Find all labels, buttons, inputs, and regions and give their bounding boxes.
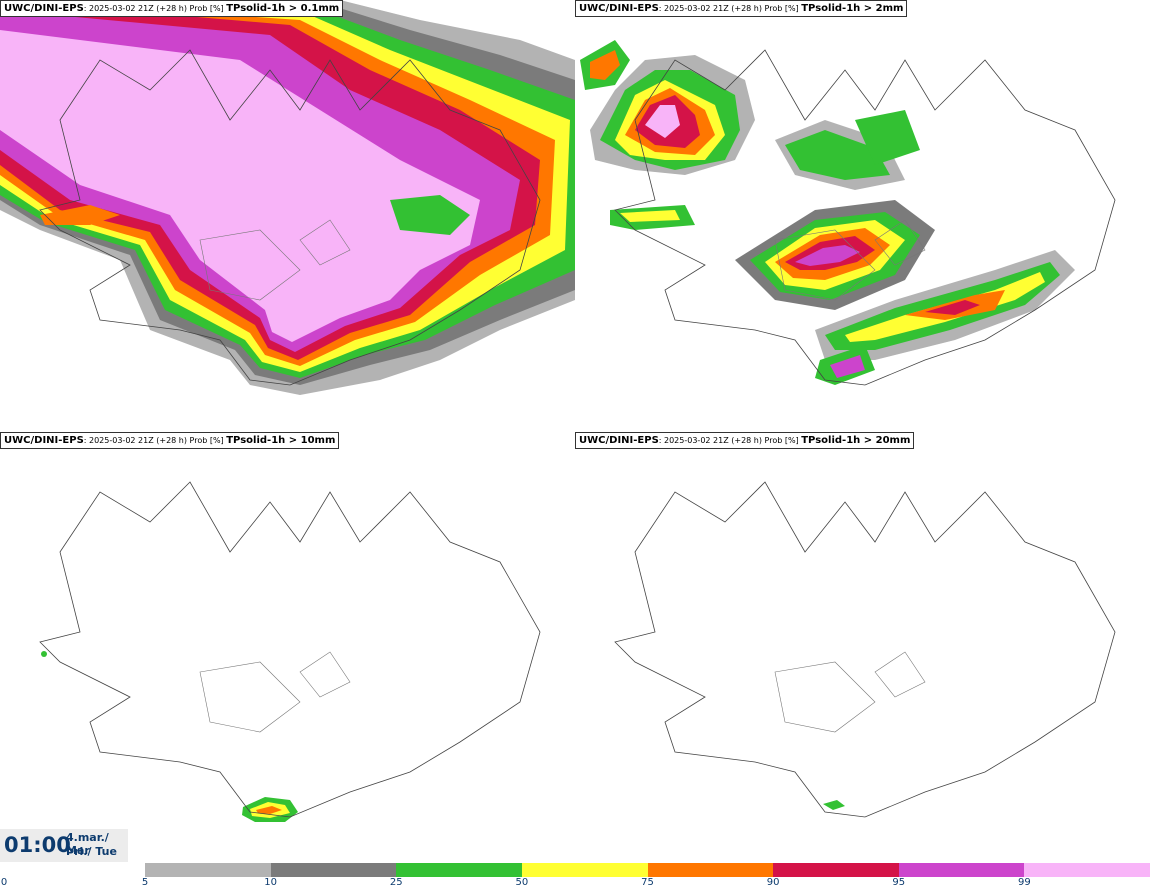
legend-tick-label: 25 <box>389 877 403 888</box>
legend-tick-label: 10 <box>264 877 277 888</box>
valid-time-clock: 01:00 <box>4 833 71 857</box>
legend-tick-label: 95 <box>892 877 906 888</box>
valid-date-line2: Þri./ Tue <box>66 845 117 858</box>
map-panel-0.1mm: UWC/DINI-EPS: 2025-03-02 21Z (+28 h) Pro… <box>0 0 575 432</box>
legend-band <box>145 863 272 877</box>
map-panel-2mm: UWC/DINI-EPS: 2025-03-02 21Z (+28 h) Pro… <box>575 0 1150 432</box>
map-panel-10mm: UWC/DINI-EPS: 2025-03-02 21Z (+28 h) Pro… <box>0 432 575 864</box>
legend-tick-label: 5 <box>141 877 149 888</box>
panel-title: UWC/DINI-EPS: 2025-03-02 21Z (+28 h) Pro… <box>575 432 915 449</box>
probability-map <box>580 40 1116 386</box>
probability-map <box>614 481 1116 818</box>
panel-title: UWC/DINI-EPS: 2025-03-02 21Z (+28 h) Pro… <box>575 0 908 17</box>
legend-tick-label: 50 <box>515 877 529 888</box>
legend-tick-label: 90 <box>766 877 780 888</box>
legend-band <box>647 863 774 877</box>
legend-band <box>396 863 523 877</box>
probability-map <box>0 0 575 395</box>
legend-band <box>898 863 1025 877</box>
map-panel-20mm: UWC/DINI-EPS: 2025-03-02 21Z (+28 h) Pro… <box>575 432 1150 864</box>
color-legend <box>145 863 1150 877</box>
legend-band <box>1024 863 1150 877</box>
panel-title: UWC/DINI-EPS: 2025-03-02 21Z (+28 h) Pro… <box>0 0 344 17</box>
legend-tick-label: 99 <box>1018 877 1031 888</box>
legend-band <box>521 863 648 877</box>
valid-date-line1: 4.mar./ Mar <box>66 831 109 857</box>
legend-tick-label: 75 <box>641 877 654 888</box>
legend-band <box>773 863 900 877</box>
probability-map <box>39 481 541 822</box>
legend-tick-label: 0 <box>0 877 8 888</box>
panel-title: UWC/DINI-EPS: 2025-03-02 21Z (+28 h) Pro… <box>0 432 340 449</box>
valid-time-box: 01:00 4.mar./ Mar Þri./ Tue <box>0 829 128 862</box>
legend-band <box>270 863 397 877</box>
